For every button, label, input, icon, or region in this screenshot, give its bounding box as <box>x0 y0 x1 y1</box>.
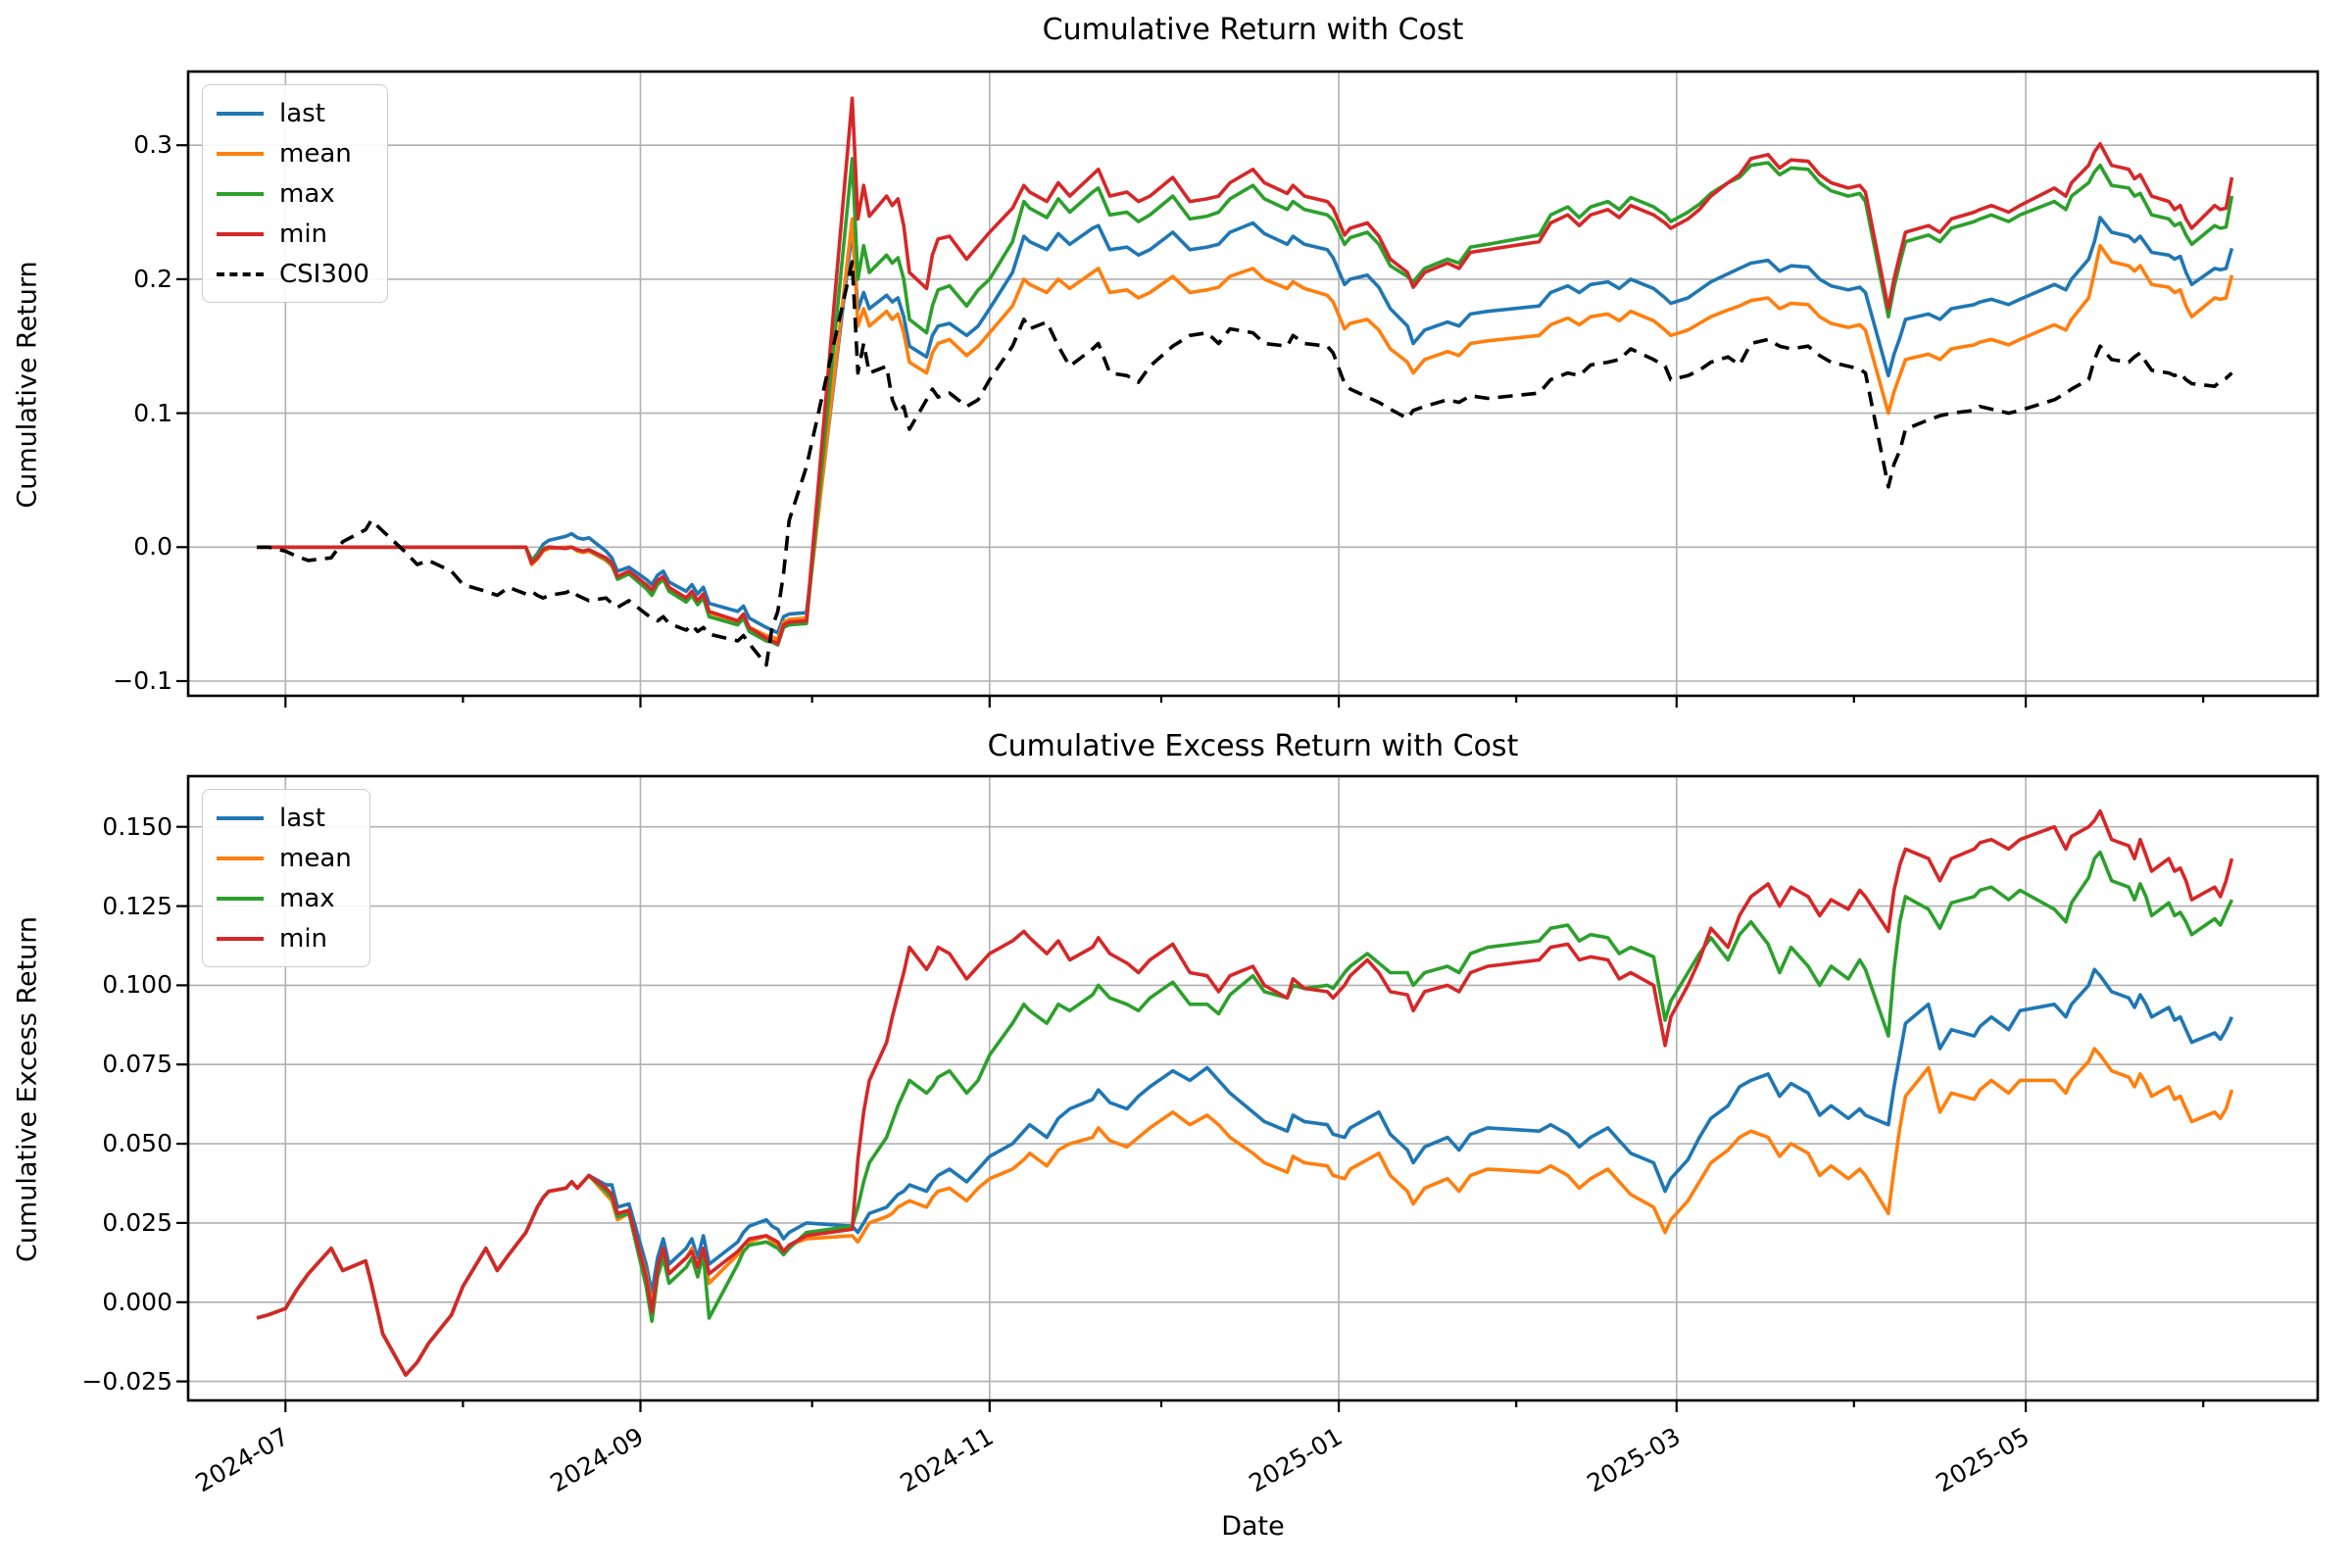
legend-label-mean: mean <box>279 843 352 873</box>
legend-label-mean: mean <box>279 138 352 169</box>
legend-item-min: min <box>217 918 352 958</box>
legend-item-last: last <box>217 93 369 133</box>
chart1-line-last <box>256 967 2234 1377</box>
x-axis-label: Date <box>1221 1511 1285 1542</box>
legend-label-max: max <box>279 883 335 913</box>
legend-swatch-last <box>217 815 264 820</box>
chart1-spines <box>186 774 2320 1402</box>
legend-label-CSI300: CSI300 <box>279 259 369 289</box>
legend-item-max: max <box>217 173 369 214</box>
chart0-line-min <box>257 96 2234 646</box>
legend-label-min: min <box>279 219 328 249</box>
legend-top: last mean max min CSI300 <box>202 84 388 303</box>
chart0-ytick-1: 0.0 <box>133 532 172 562</box>
chart1-ytick-2: 0.025 <box>102 1207 172 1237</box>
chart1-ytick-3: 0.050 <box>102 1129 172 1158</box>
chart1-ytick-5: 0.100 <box>102 970 172 1000</box>
legend-label-max: max <box>279 178 335 209</box>
chart0-ytick-3: 0.2 <box>133 264 172 293</box>
chart1-ticks <box>176 825 2205 1412</box>
chart0-line-mean <box>257 217 2234 642</box>
chart0-series <box>257 96 2234 667</box>
legend-item-last: last <box>217 798 352 838</box>
chart0-line-last <box>257 216 2234 635</box>
chart0-ytick-0: −0.1 <box>113 665 172 695</box>
legend-item-max: max <box>217 878 352 918</box>
chart1-ytick-6: 0.125 <box>102 891 172 920</box>
legend-swatch-mean <box>217 151 264 156</box>
chart1-ytick-4: 0.075 <box>102 1050 172 1079</box>
chart1-line-max <box>256 850 2234 1377</box>
chart1-ytick-7: 0.150 <box>102 811 172 841</box>
chart1-ytick-1: 0.000 <box>102 1287 172 1316</box>
chart1-series <box>256 808 2234 1377</box>
legend-swatch-min <box>217 936 264 941</box>
chart0-grid <box>188 72 2318 696</box>
chart0-ticks <box>176 144 2205 708</box>
legend-item-min: min <box>217 214 369 254</box>
chart1-line-mean <box>256 1047 2234 1377</box>
legend-item-mean: mean <box>217 838 352 878</box>
chart1-ytick-0: −0.025 <box>81 1366 172 1396</box>
chart0-line-CSI300 <box>257 260 2233 667</box>
legend-label-last: last <box>279 98 325 128</box>
legend-swatch-max <box>217 896 264 901</box>
legend-swatch-min <box>217 231 264 236</box>
legend-bottom: last mean max min <box>202 789 370 967</box>
legend-label-min: min <box>279 923 328 954</box>
legend-swatch-mean <box>217 856 264 860</box>
chart1-line-min <box>256 808 2234 1377</box>
chart0-ytick-4: 0.3 <box>133 130 172 160</box>
chart-title-bottom: Cumulative Excess Return with Cost <box>987 729 1519 763</box>
legend-item-mean: mean <box>217 133 369 173</box>
legend-swatch-CSI300 <box>217 271 264 276</box>
chart1-grid <box>188 776 2318 1400</box>
legend-swatch-last <box>217 111 264 116</box>
chart-title-top: Cumulative Return with Cost <box>1042 13 1464 47</box>
legend-label-last: last <box>279 803 325 833</box>
legend-item-CSI300: CSI300 <box>217 254 369 294</box>
chart0-ytick-2: 0.1 <box>133 398 172 427</box>
chart0-spines <box>186 70 2320 698</box>
legend-swatch-max <box>217 191 264 196</box>
